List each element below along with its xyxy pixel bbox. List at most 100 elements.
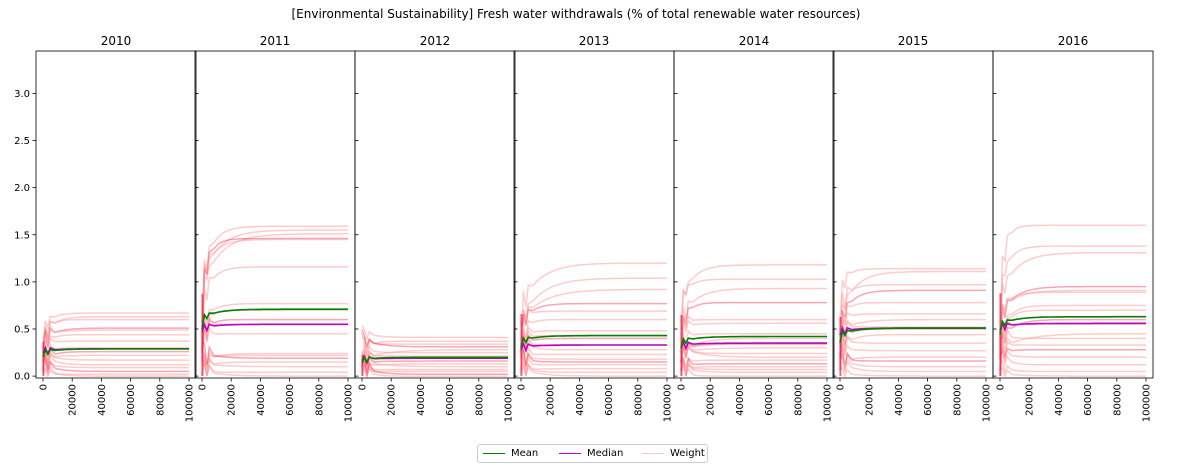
weight-line [42,326,189,353]
weight-line [361,355,508,379]
x-tick-label: 0 [358,384,369,390]
legend-label-weight: Weight [670,448,705,459]
x-tick-label: 20000 [387,384,398,416]
y-tick-label: 0.0 [14,372,30,383]
weight-line [42,312,189,349]
weight-line [839,366,986,379]
panel-2015: 2015 0 20000 40000 60000 80000 100000 [832,34,994,422]
x-tick-label: 0 [39,384,50,390]
weight-line [361,332,508,355]
x-tick-label: 60000 [604,384,615,416]
weight-line [201,225,348,343]
panel-frame [354,50,516,379]
weight-line [361,354,508,374]
weight-line [680,301,827,364]
panel-2014: 2014 0 20000 40000 60000 80000 100000 [673,34,835,422]
weight-line [361,352,508,370]
weight-line [839,301,986,368]
panel-title-2013: 2013 [579,34,610,48]
weight-line [201,358,348,376]
weight-line [520,325,667,348]
x-tick-label: 100000 [185,384,196,422]
panel-title-2010: 2010 [101,34,132,48]
weight-line [999,338,1146,368]
panel-frame [673,50,835,379]
weight-line [42,346,189,370]
weight-line [680,314,827,329]
panel-title-2011: 2011 [260,34,291,48]
weight-line [361,325,508,342]
weight-line [520,333,667,353]
y-tick-label: 0.5 [14,324,30,335]
weight-line [201,352,348,375]
weight-line [42,346,189,363]
weight-line [839,289,986,361]
x-tick-label: 20000 [1025,384,1036,416]
x-tick-label: 40000 [735,384,746,416]
weight-line [201,326,348,343]
weight-line [42,336,189,366]
weight-line [680,337,827,359]
x-tick-label: 0 [198,384,209,390]
panel-title-2014: 2014 [739,34,770,48]
legend: Mean Median Weight [477,444,708,463]
weight-line [42,333,189,363]
weight-line [520,344,667,367]
median-line [680,340,827,351]
x-tick-label: 40000 [97,384,108,416]
weight-line [520,344,667,375]
panel-title-2015: 2015 [898,34,929,48]
median-line [520,341,667,353]
x-tick-label: 100000 [344,384,355,422]
weight-line [201,350,348,369]
panel-frame [992,50,1154,379]
weight-line [999,317,1146,339]
weight-line [680,356,827,370]
weight-line [680,357,827,377]
weight-line [839,318,986,334]
x-tick-label: 60000 [445,384,456,416]
legend-label-mean: Mean [511,448,539,459]
weight-line [680,341,827,363]
weight-line [520,353,667,374]
weight-line [680,363,827,376]
weight-line [839,283,986,336]
median-line [999,321,1146,332]
weight-line [999,304,1146,377]
weight-line [520,321,667,355]
weight-line [201,360,348,377]
x-tick-label: 60000 [126,384,137,416]
weight-line [201,237,348,353]
x-tick-label: 40000 [894,384,905,416]
weight-line [999,367,1146,379]
x-tick-label: 20000 [706,384,717,416]
weight-line [839,333,986,370]
x-tick-label: 40000 [416,384,427,416]
legend-label-median: Median [587,448,624,459]
weight-line [999,353,1146,375]
weight-line [839,318,986,344]
weight-line [839,342,986,357]
weight-line [999,285,1146,359]
weight-line [999,245,1146,342]
weight-line [680,278,827,322]
x-tick-label: 100000 [1142,384,1153,422]
weight-line [680,264,827,347]
x-tick-label: 80000 [314,384,325,416]
mean-line [42,347,189,358]
x-tick-label: 80000 [1112,384,1123,416]
weight-line [520,318,667,370]
weight-line [361,363,508,379]
weight-line [201,229,348,340]
weight-line [680,319,827,333]
weight-line [999,251,1146,351]
weight-line [361,336,508,350]
weight-line [201,266,348,349]
x-tick-label: 20000 [68,384,79,416]
weight-line [361,338,508,368]
mean-line [680,335,827,349]
weight-line [361,361,508,377]
weight-line [42,367,189,379]
legend-swatch-weight [642,453,664,454]
figure-title: [Environmental Sustainability] Fresh wat… [291,7,861,21]
